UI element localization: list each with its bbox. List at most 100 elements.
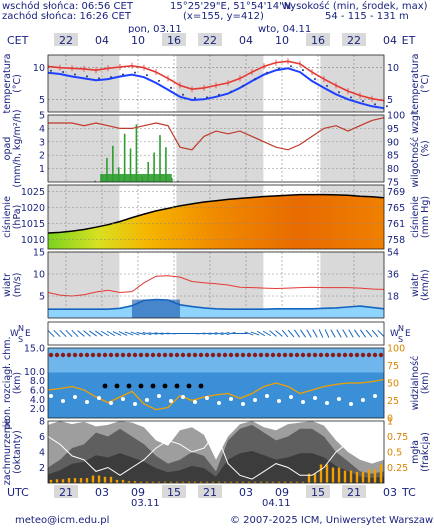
cloud-top-dot xyxy=(348,352,354,358)
hour-cell-top xyxy=(90,33,114,46)
hour-cell-bottom xyxy=(162,485,186,498)
dew-point-dot xyxy=(326,84,328,87)
cloud-top-dot xyxy=(192,352,198,358)
panel-frame xyxy=(47,347,385,419)
panel-title-right: wilgotność wzgl. xyxy=(410,109,421,187)
sunset-text: zachód słońca: 16:26 CET xyxy=(2,11,131,22)
cloud-base-dot xyxy=(73,395,77,399)
hour-cell-top xyxy=(270,33,294,46)
tick-label-right: 0.75 xyxy=(387,432,408,443)
night-shade xyxy=(320,55,384,112)
dew-point-dot xyxy=(302,69,304,72)
cloud-base-dot xyxy=(145,398,149,402)
wind-arrow xyxy=(83,330,91,337)
wind-arrow xyxy=(100,330,110,337)
wind-strong-block xyxy=(132,299,180,318)
tick-label-left: 15 xyxy=(33,248,45,259)
panel-unit-right: (%) xyxy=(420,140,431,156)
hour-label-top: 16 xyxy=(167,34,181,47)
cloud-top-dot xyxy=(282,352,288,358)
wind-arrow xyxy=(300,329,306,338)
wind-arrow xyxy=(312,329,318,338)
cloud-base-dot xyxy=(205,396,209,400)
cloud-top-dot xyxy=(264,352,270,358)
dew-point-dot xyxy=(266,71,268,74)
fog-bar xyxy=(49,479,53,483)
wind-arrow xyxy=(208,332,218,335)
night-shade xyxy=(48,55,120,112)
tick-label-left: 1010 xyxy=(21,235,45,246)
wind-arrow xyxy=(202,332,212,335)
cloud-top-dot xyxy=(120,352,126,358)
hour-cell-top xyxy=(306,33,330,46)
dew-point-dot xyxy=(338,91,340,94)
cloud-top-dot xyxy=(294,352,300,358)
panel-unit-left: (°C) xyxy=(12,74,23,93)
hour-label-bottom: 21 xyxy=(59,486,73,499)
tick-label-right: 100 xyxy=(387,111,405,122)
pressure-area xyxy=(48,194,384,249)
cloud-top-dot xyxy=(156,352,162,358)
cloud-base-dot xyxy=(49,394,53,398)
panel-unit-right: (km/h) xyxy=(420,269,431,300)
tick-label-left: 4.0 xyxy=(30,395,45,406)
dew-point-dot xyxy=(206,96,208,99)
precip-bar xyxy=(159,135,161,182)
hour-cell-top xyxy=(234,33,258,46)
fog-bar xyxy=(295,481,299,483)
fog-bar xyxy=(313,473,317,483)
wind-arrow xyxy=(348,329,354,338)
precip-bar xyxy=(129,148,132,182)
cloud-base-dot xyxy=(325,401,329,405)
compass-e-left: E xyxy=(25,329,31,339)
tick-label-left: 10 xyxy=(33,270,45,281)
tick-label-left: 2.0 xyxy=(30,404,45,415)
tick-label-left: 15.0 xyxy=(24,344,45,355)
cloud-top-dot xyxy=(312,352,318,358)
cloud-top-dot xyxy=(300,352,306,358)
cloud-base-dot xyxy=(337,397,341,401)
tick-label-left: 8 xyxy=(39,417,45,428)
cloud-top-dot xyxy=(138,352,144,358)
wind-arrow xyxy=(281,329,289,338)
cloud-top-dot xyxy=(90,352,96,358)
tick-label-left: 8.0 xyxy=(30,376,45,387)
day1-top-label: pon, 03.11 xyxy=(128,24,182,35)
wind-arrow xyxy=(160,332,170,335)
compass-n-right: N xyxy=(398,324,404,333)
cloud-top-dot xyxy=(342,352,348,358)
wind-dir-bg xyxy=(48,322,384,345)
cloud-top-dot xyxy=(84,352,90,358)
footer-email[interactable]: meteo@icm.edu.pl xyxy=(15,515,110,526)
cloud-top-dot xyxy=(336,352,342,358)
precip-bar xyxy=(100,173,102,182)
panel-unit-right: (mm Hg) xyxy=(420,196,431,238)
cloud-top-dot xyxy=(180,352,186,358)
cloud-top-dot xyxy=(324,352,330,358)
hour-label-top: 10 xyxy=(275,34,289,47)
cloud-mid-dot xyxy=(138,383,144,389)
fog-bar xyxy=(283,481,287,483)
grid-point-text: (x=155, y=412) xyxy=(183,11,264,22)
tick-label-left: 10.0 xyxy=(24,367,45,378)
wind-arrow xyxy=(136,331,146,336)
dew-point-dot xyxy=(194,96,196,99)
cloud-mid-dot xyxy=(102,383,108,389)
cloud-mid-dot xyxy=(186,383,192,389)
night-shade xyxy=(176,55,264,112)
wind-arrow xyxy=(220,331,230,336)
cloud-top-dot xyxy=(330,352,336,358)
hour-label-top: 22 xyxy=(347,34,361,47)
tick-label-left: 6 xyxy=(39,432,45,443)
tick-label-right: 50 xyxy=(387,379,399,390)
cloud-top-dot xyxy=(108,352,114,358)
wind-arrow xyxy=(377,329,385,338)
dew-point-dot xyxy=(50,69,52,72)
cloud-top-dot xyxy=(204,352,210,358)
cloud-base-dot xyxy=(97,396,101,400)
fog-bar xyxy=(121,479,125,483)
precip-bar xyxy=(165,147,167,182)
top-tz-left: CET xyxy=(7,34,29,47)
precip-bar xyxy=(94,180,96,182)
